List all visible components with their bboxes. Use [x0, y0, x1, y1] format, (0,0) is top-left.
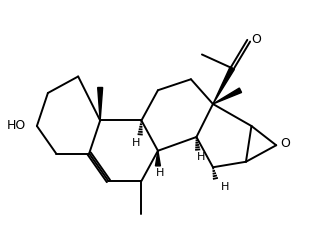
Text: H: H: [221, 181, 229, 192]
Text: H: H: [132, 138, 140, 148]
Text: H: H: [197, 152, 206, 162]
Text: O: O: [251, 33, 261, 46]
Polygon shape: [98, 87, 103, 120]
Polygon shape: [213, 67, 234, 104]
Text: HO: HO: [7, 119, 26, 133]
Text: H: H: [156, 168, 164, 178]
Polygon shape: [155, 151, 160, 166]
Text: O: O: [280, 137, 290, 150]
Polygon shape: [213, 88, 241, 104]
